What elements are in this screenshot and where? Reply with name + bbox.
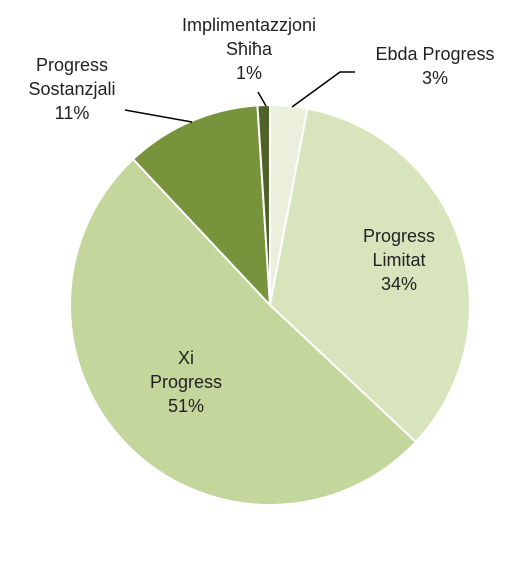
slice-name-label: Ebda Progress — [375, 44, 494, 64]
slice-name-label: Implimentazzjoni — [182, 15, 316, 35]
slice-value-label: 51% — [168, 396, 204, 416]
leader-line-4 — [257, 91, 267, 107]
pie-slice-1 — [268, 107, 471, 444]
leader-line-3 — [124, 109, 193, 123]
pie-slice-4 — [256, 103, 271, 306]
slice-label-2: Xi Progress 51% — [150, 348, 222, 416]
pie-slice-2 — [68, 157, 418, 507]
slice-name-label: Sostanzjali — [28, 79, 115, 99]
slice-label-3: Progress Sostanzjali 11% — [28, 55, 115, 123]
slice-name-label: Progress — [36, 55, 108, 75]
slice-value-label: 11% — [55, 103, 90, 123]
slice-name-label: Limitat — [372, 250, 425, 270]
slice-value-label: 3% — [422, 68, 448, 88]
slice-value-label: 34% — [381, 274, 417, 294]
slice-value-label: 1% — [236, 63, 262, 83]
leader-line-0 — [291, 71, 355, 108]
slice-name-label: Sħiħa — [226, 39, 273, 59]
slice-label-0: Ebda Progress 3% — [375, 44, 494, 88]
slice-name-label: Xi — [178, 348, 194, 368]
slice-label-4: Implimentazzjoni Sħiħa 1% — [182, 15, 316, 83]
slice-label-1: Progress Limitat 34% — [363, 226, 435, 294]
slice-name-label: Progress — [363, 226, 435, 246]
slice-name-label: Progress — [150, 372, 222, 392]
